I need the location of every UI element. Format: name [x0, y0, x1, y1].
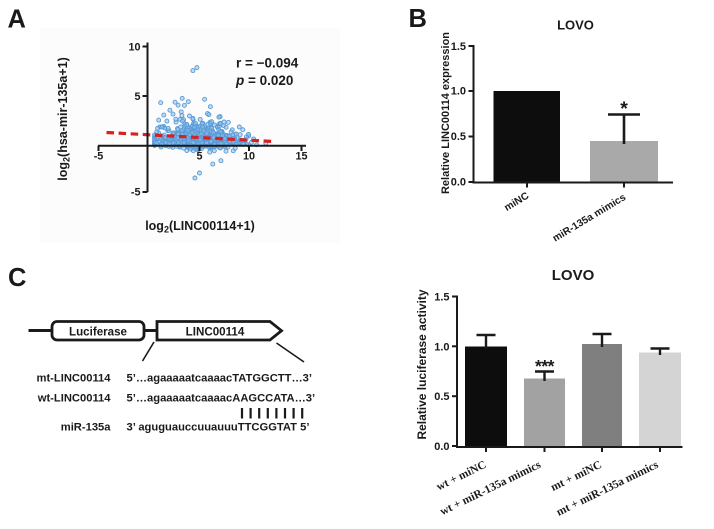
- svg-text:LOVO: LOVO: [557, 18, 594, 33]
- svg-text:0.0: 0.0: [451, 177, 466, 189]
- svg-text:Relative luciferase activity: Relative luciferase activity: [415, 289, 429, 439]
- svg-text:1.0: 1.0: [434, 341, 449, 353]
- svg-text:1.5: 1.5: [451, 41, 466, 53]
- svg-text:Relative LINC00114 expression: Relative LINC00114 expression: [440, 32, 452, 194]
- svg-text:mt-LINC00114: mt-LINC00114: [37, 373, 112, 385]
- svg-text:Luciferase: Luciferase: [69, 325, 128, 338]
- svg-text:miR-135a: miR-135a: [61, 422, 112, 434]
- svg-text:5: 5: [134, 91, 140, 103]
- svg-text:1.0: 1.0: [451, 86, 466, 98]
- svg-text:0.5: 0.5: [451, 131, 466, 143]
- svg-text:LINC00114: LINC00114: [186, 325, 245, 338]
- svg-text:A: A: [8, 6, 26, 34]
- svg-text:10: 10: [128, 42, 140, 54]
- svg-text:***: ***: [535, 356, 555, 376]
- svg-text:1.5: 1.5: [434, 292, 449, 304]
- svg-text:*: *: [620, 98, 628, 120]
- svg-text:0.5: 0.5: [434, 391, 449, 403]
- svg-text:LOVO: LOVO: [552, 267, 595, 284]
- svg-text:r = −0.094: r = −0.094: [236, 56, 299, 71]
- svg-text:log2(LINC00114+1): log2(LINC00114+1): [145, 219, 255, 235]
- svg-text:5’…agaaaaatcaaaacAAGCCATA…3’: 5’…agaaaaatcaaaacAAGCCATA…3’: [127, 393, 316, 405]
- svg-text:B: B: [409, 5, 427, 33]
- svg-text:15: 15: [295, 151, 307, 163]
- svg-text:-5: -5: [131, 187, 141, 199]
- svg-text:0.0: 0.0: [434, 441, 449, 453]
- svg-text:p = 0.020: p = 0.020: [235, 73, 293, 88]
- svg-text:3’ aguguauccuuauuuTTCGGTAT 5’: 3’ aguguauccuuauuuTTCGGTAT 5’: [127, 422, 310, 434]
- svg-text:-5: -5: [94, 151, 104, 163]
- svg-text:log2(hsa-mir-135a+1): log2(hsa-mir-135a+1): [56, 57, 72, 180]
- svg-text:C: C: [8, 264, 26, 292]
- svg-text:10: 10: [243, 151, 255, 163]
- svg-text:5’…agaaaaatcaaaacTATGGCTT…3’: 5’…agaaaaatcaaaacTATGGCTT…3’: [127, 373, 313, 385]
- svg-text:5: 5: [196, 151, 202, 163]
- svg-text:wt-LINC00114: wt-LINC00114: [37, 393, 112, 405]
